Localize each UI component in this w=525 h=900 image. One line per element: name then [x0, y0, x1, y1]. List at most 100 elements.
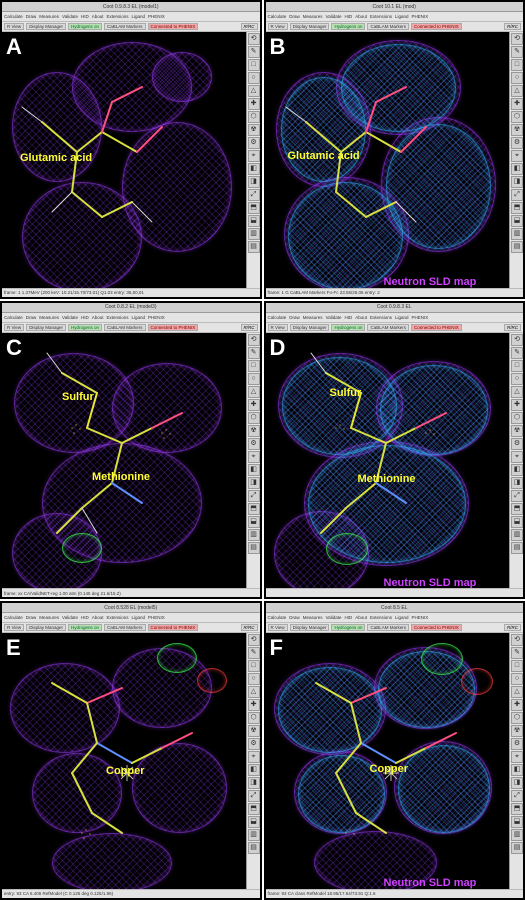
hydrogens-toggle[interactable]: Hydrogens on	[68, 624, 102, 631]
tool-icon-1[interactable]: ✎	[248, 46, 260, 58]
tool-icon-14[interactable]: ⬓	[248, 215, 260, 227]
tool-icon-5[interactable]: ✚	[248, 98, 260, 110]
tool-icon-16[interactable]: ▤	[511, 241, 523, 253]
tool-icon-0[interactable]: ⟲	[511, 634, 523, 646]
menu-calculate[interactable]: Calculate	[4, 315, 23, 320]
reset-view-button[interactable]: R View	[4, 324, 24, 331]
menu-measures[interactable]: Measures	[39, 315, 59, 320]
tool-icon-3[interactable]: ○	[511, 72, 523, 84]
menu-measures[interactable]: Measures	[39, 14, 59, 19]
tool-icon-4[interactable]: △	[511, 686, 523, 698]
tool-icon-3[interactable]: ○	[248, 373, 260, 385]
menu-calculate[interactable]: Calculate	[268, 14, 287, 19]
viewport-3d[interactable]: DSulfurMethionineNeutron SLD mapElectron…	[266, 333, 510, 589]
rmc-indicator[interactable]: R/RC	[241, 23, 258, 30]
menu-validate[interactable]: Validate	[62, 615, 78, 620]
cablam-toggle[interactable]: CaBLAM Markers	[104, 324, 146, 331]
tool-icon-13[interactable]: ⬒	[248, 202, 260, 214]
tool-icon-5[interactable]: ✚	[248, 399, 260, 411]
tool-icon-1[interactable]: ✎	[511, 46, 523, 58]
hydrogens-toggle[interactable]: Hydrogens on	[331, 624, 365, 631]
tool-icon-7[interactable]: ☢	[511, 725, 523, 737]
tool-icon-15[interactable]: ▥	[248, 228, 260, 240]
menu-about[interactable]: About	[92, 315, 104, 320]
menu-validate[interactable]: Validate	[62, 315, 78, 320]
hydrogens-toggle[interactable]: Hydrogens on	[68, 324, 102, 331]
tool-icon-10[interactable]: ◧	[248, 764, 260, 776]
tool-icon-11[interactable]: ◨	[248, 777, 260, 789]
menu-measures[interactable]: Measures	[303, 14, 323, 19]
rmc-indicator[interactable]: R/RC	[504, 23, 521, 30]
tool-icon-14[interactable]: ⬓	[511, 816, 523, 828]
tool-icon-0[interactable]: ⟲	[248, 33, 260, 45]
tool-icon-9[interactable]: ⌖	[511, 751, 523, 763]
menu-ligand[interactable]: Ligand	[395, 14, 409, 19]
menu-calculate[interactable]: Calculate	[268, 315, 287, 320]
menu-phenix[interactable]: PHENIX	[412, 615, 429, 620]
tool-icon-11[interactable]: ◨	[511, 176, 523, 188]
tool-icon-9[interactable]: ⌖	[248, 150, 260, 162]
tool-icon-12[interactable]: ⤢	[248, 490, 260, 502]
menu-ligand[interactable]: Ligand	[132, 14, 146, 19]
cablam-toggle[interactable]: CaBLAM Markers	[367, 23, 409, 30]
menu-hid[interactable]: HID	[81, 14, 89, 19]
tool-icon-7[interactable]: ☢	[511, 425, 523, 437]
menu-ligand[interactable]: Ligand	[132, 615, 146, 620]
phenix-status[interactable]: Connected to PHENIX	[148, 624, 199, 631]
menu-phenix[interactable]: PHENIX	[412, 315, 429, 320]
phenix-status[interactable]: Connected to PHENIX	[148, 324, 199, 331]
tool-icon-0[interactable]: ⟲	[511, 33, 523, 45]
tool-icon-7[interactable]: ☢	[248, 425, 260, 437]
tool-icon-1[interactable]: ✎	[248, 647, 260, 659]
tool-icon-14[interactable]: ⬓	[248, 816, 260, 828]
menu-about[interactable]: About	[355, 14, 367, 19]
tool-icon-2[interactable]: □	[248, 59, 260, 71]
tool-icon-12[interactable]: ⤢	[511, 490, 523, 502]
menu-calculate[interactable]: Calculate	[4, 14, 23, 19]
menu-validate[interactable]: Validate	[62, 14, 78, 19]
display-manager-button[interactable]: Display Manager	[290, 624, 330, 631]
tool-icon-4[interactable]: △	[248, 686, 260, 698]
menu-extensions[interactable]: Extensions	[107, 315, 129, 320]
menu-validate[interactable]: Validate	[326, 14, 342, 19]
viewport-3d[interactable]: CSulfurMethionineNeutron SLD map	[2, 333, 246, 589]
menu-extensions[interactable]: Extensions	[107, 14, 129, 19]
display-manager-button[interactable]: Display Manager	[290, 23, 330, 30]
tool-icon-13[interactable]: ⬒	[511, 803, 523, 815]
tool-icon-8[interactable]: ⚙	[248, 738, 260, 750]
viewport-3d[interactable]: FCopperNeutron SLD mapElectron density m…	[266, 633, 510, 889]
tool-icon-9[interactable]: ⌖	[511, 451, 523, 463]
tool-icon-5[interactable]: ✚	[511, 399, 523, 411]
tool-icon-2[interactable]: □	[248, 360, 260, 372]
tool-icon-9[interactable]: ⌖	[248, 451, 260, 463]
tool-icon-9[interactable]: ⌖	[248, 751, 260, 763]
tool-icon-15[interactable]: ▥	[511, 529, 523, 541]
tool-icon-13[interactable]: ⬒	[511, 202, 523, 214]
cablam-toggle[interactable]: CaBLAM Markers	[367, 324, 409, 331]
tool-icon-8[interactable]: ⚙	[511, 438, 523, 450]
tool-icon-4[interactable]: △	[248, 386, 260, 398]
tool-icon-13[interactable]: ⬒	[248, 803, 260, 815]
menu-calculate[interactable]: Calculate	[4, 615, 23, 620]
reset-view-button[interactable]: R View	[268, 624, 288, 631]
menu-calculate[interactable]: Calculate	[268, 615, 287, 620]
tool-icon-13[interactable]: ⬒	[248, 503, 260, 515]
menu-phenix[interactable]: PHENIX	[412, 14, 429, 19]
tool-icon-13[interactable]: ⬒	[511, 503, 523, 515]
menu-about[interactable]: About	[92, 14, 104, 19]
menu-draw[interactable]: Draw	[26, 315, 37, 320]
menu-draw[interactable]: Draw	[26, 14, 37, 19]
menu-validate[interactable]: Validate	[326, 615, 342, 620]
tool-icon-8[interactable]: ⚙	[511, 137, 523, 149]
viewport-3d[interactable]: AGlutamic acidNeutron SLD map	[2, 32, 246, 288]
tool-icon-6[interactable]: ⬡	[248, 712, 260, 724]
tool-icon-3[interactable]: ○	[511, 373, 523, 385]
viewport-3d[interactable]: BGlutamic acidNeutron SLD mapElectron de…	[266, 32, 510, 288]
tool-icon-12[interactable]: ⤢	[511, 189, 523, 201]
tool-icon-5[interactable]: ✚	[248, 699, 260, 711]
tool-icon-12[interactable]: ⤢	[248, 790, 260, 802]
tool-icon-1[interactable]: ✎	[511, 647, 523, 659]
tool-icon-11[interactable]: ◨	[248, 477, 260, 489]
tool-icon-14[interactable]: ⬓	[248, 516, 260, 528]
tool-icon-6[interactable]: ⬡	[511, 712, 523, 724]
